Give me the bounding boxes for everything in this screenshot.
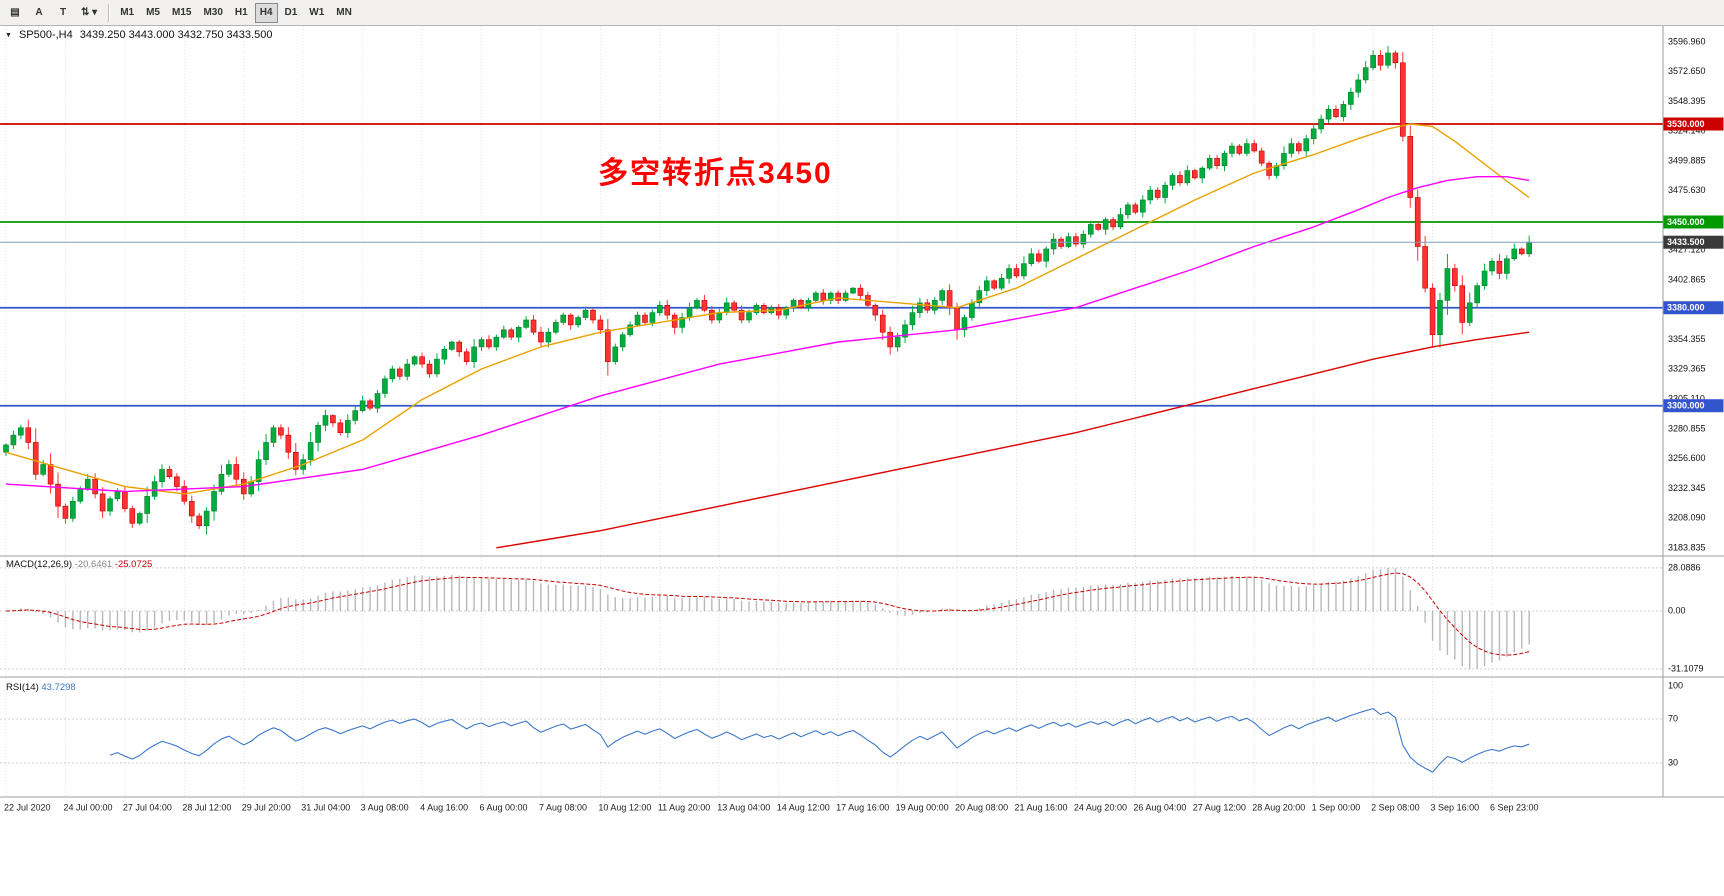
- time-axis-label: 20 Aug 08:00: [955, 802, 1008, 812]
- time-axis-label: 4 Aug 16:00: [420, 802, 468, 812]
- annotation-text: 多空转折点3450: [598, 157, 833, 190]
- collapse-triangle-icon[interactable]: ▼: [5, 31, 12, 39]
- toolbar: ▤ A T ⇅ ▾ M1 M5 M15 M30 H1 H4 D1 W1 MN: [0, 0, 1724, 26]
- time-axis-label: 31 Jul 04:00: [301, 802, 350, 812]
- price-tag: [1663, 215, 1724, 229]
- candles-layer[interactable]: [3, 46, 1532, 535]
- chart-title: ▼ SP500-,H4 3439.250 3443.000 3432.750 3…: [5, 29, 272, 41]
- timeframe-m30-button[interactable]: M30: [198, 3, 227, 23]
- price-tick-label: 3596.960: [1668, 36, 1706, 46]
- price-tick-label: 3208.090: [1668, 513, 1706, 523]
- ma-fast-line[interactable]: [5, 123, 1530, 495]
- timeframe-mn-button[interactable]: MN: [331, 3, 357, 23]
- time-axis-label: 13 Aug 04:00: [717, 802, 770, 812]
- price-tag-label: 3450.000: [1667, 217, 1705, 227]
- price-tick-label: 3427.120: [1668, 245, 1706, 255]
- text-tool-button[interactable]: T: [52, 3, 74, 23]
- price-tag: [1663, 399, 1724, 413]
- price-tag: [1663, 235, 1724, 249]
- timeframe-toolbar: M1 M5 M15 M30 H1 H4 D1 W1 MN: [114, 2, 358, 23]
- time-axis-label: 27 Aug 12:00: [1193, 802, 1246, 812]
- time-axis-label: 28 Jul 12:00: [182, 802, 231, 812]
- macd-indicator-label: MACD(12,26,9) -20.6461 -25.0725: [6, 559, 152, 570]
- timeframe-w1-button[interactable]: W1: [304, 3, 329, 23]
- time-axis-label: 6 Sep 23:00: [1490, 802, 1539, 812]
- price-tick-label: 3232.345: [1668, 483, 1706, 493]
- rsi-value: 43.7298: [41, 682, 76, 693]
- time-axis-label: 6 Aug 00:00: [480, 802, 528, 812]
- price-tick-label: 3280.855: [1668, 423, 1706, 433]
- time-axis-label: 2 Sep 08:00: [1371, 802, 1420, 812]
- time-axis-label: 3 Sep 16:00: [1431, 802, 1480, 812]
- time-axis-label: 26 Aug 04:00: [1133, 802, 1186, 812]
- time-axis-label: 29 Jul 20:00: [242, 802, 291, 812]
- price-tick-label: 3475.630: [1668, 185, 1706, 195]
- price-tag-label: 3300.000: [1667, 401, 1705, 411]
- timeframe-m1-button[interactable]: M1: [115, 3, 139, 23]
- rsi-indicator-label: RSI(14) 43.7298: [6, 682, 76, 693]
- price-tick-label: 3524.140: [1668, 126, 1706, 136]
- text-label-tool-button[interactable]: A: [28, 3, 50, 23]
- time-axis-label: 17 Aug 16:00: [836, 802, 889, 812]
- timeframe-d1-button[interactable]: D1: [280, 3, 303, 23]
- scale-tool-button[interactable]: ⇅ ▾: [76, 3, 102, 23]
- timeframe-h1-button[interactable]: H1: [230, 3, 253, 23]
- macd-name: MACD(12,26,9): [6, 559, 72, 570]
- time-axis-label: 27 Jul 04:00: [123, 802, 172, 812]
- macd-histogram: [12, 567, 1530, 669]
- price-tag: [1663, 301, 1724, 315]
- macd-axis-label: -31.1079: [1668, 663, 1704, 673]
- time-axis-label: 1 Sep 00:00: [1312, 802, 1361, 812]
- rsi-axis-label: 70: [1668, 713, 1678, 723]
- ma-medium-line[interactable]: [5, 176, 1530, 493]
- price-tick-label: 3548.395: [1668, 96, 1706, 106]
- rsi-name: RSI(14): [6, 682, 39, 693]
- price-tick-label: 3402.865: [1668, 274, 1706, 284]
- macd-axis-label: 0.00: [1668, 605, 1686, 615]
- toolbar-separator: [108, 3, 110, 22]
- timeframe-h4-button[interactable]: H4: [254, 2, 278, 23]
- time-axis-label: 21 Aug 16:00: [1014, 802, 1067, 812]
- macd-main-value: -20.6461: [74, 559, 113, 570]
- price-tick-label: 3329.365: [1668, 364, 1706, 374]
- price-chart[interactable]: 3596.960 3572.650 3548.395 3524.140 3499.885…: [0, 26, 1724, 896]
- ohlc-values: 3439.250 3443.000 3432.750 3433.500: [79, 29, 273, 41]
- timeframe-m5-button[interactable]: M5: [141, 3, 165, 23]
- price-tag-label: 3433.500: [1667, 237, 1705, 247]
- time-axis-label: 24 Jul 00:00: [63, 802, 112, 812]
- price-tag-label: 3380.000: [1667, 303, 1705, 313]
- time-axis-label: 14 Aug 12:00: [777, 802, 830, 812]
- price-tick-label: 3499.885: [1668, 155, 1706, 165]
- timeframe-m15-button[interactable]: M15: [167, 3, 196, 23]
- price-tag: [1663, 117, 1724, 131]
- time-axis-label: 7 Aug 08:00: [539, 802, 587, 812]
- time-axis-label: 10 Aug 12:00: [598, 802, 651, 812]
- macd-axis-label: 28.0886: [1668, 562, 1701, 572]
- symbol-period-label: SP500-,H4: [18, 29, 73, 41]
- time-axis-label: 3 Aug 08:00: [361, 802, 409, 812]
- macd-signal-line: [5, 572, 1530, 656]
- ma-slow-line[interactable]: [496, 331, 1530, 549]
- time-axis-label: 24 Aug 20:00: [1074, 802, 1127, 812]
- price-tick-label: 3305.110: [1668, 393, 1705, 403]
- window-layout-button[interactable]: ▤: [4, 3, 26, 23]
- price-tag-label: 3530.000: [1667, 119, 1705, 129]
- rsi-axis-label: 100: [1668, 680, 1683, 690]
- price-tick-label: 3183.835: [1668, 542, 1706, 552]
- tool-buttons-group: ▤ A T ⇅ ▾: [3, 3, 103, 23]
- time-axis-label: 11 Aug 20:00: [658, 802, 710, 812]
- rsi-line: [109, 708, 1530, 773]
- price-tick-label: 3354.355: [1668, 334, 1706, 344]
- time-axis-label: 22 Jul 2020: [4, 802, 51, 812]
- price-tick-label: 3572.650: [1668, 66, 1706, 76]
- time-axis-label: 28 Aug 20:00: [1252, 802, 1305, 812]
- time-axis-label: 19 Aug 00:00: [896, 802, 949, 812]
- price-tick-label: 3256.600: [1668, 453, 1706, 463]
- rsi-axis-label: 30: [1668, 757, 1678, 767]
- macd-signal-value: -25.0725: [114, 559, 153, 570]
